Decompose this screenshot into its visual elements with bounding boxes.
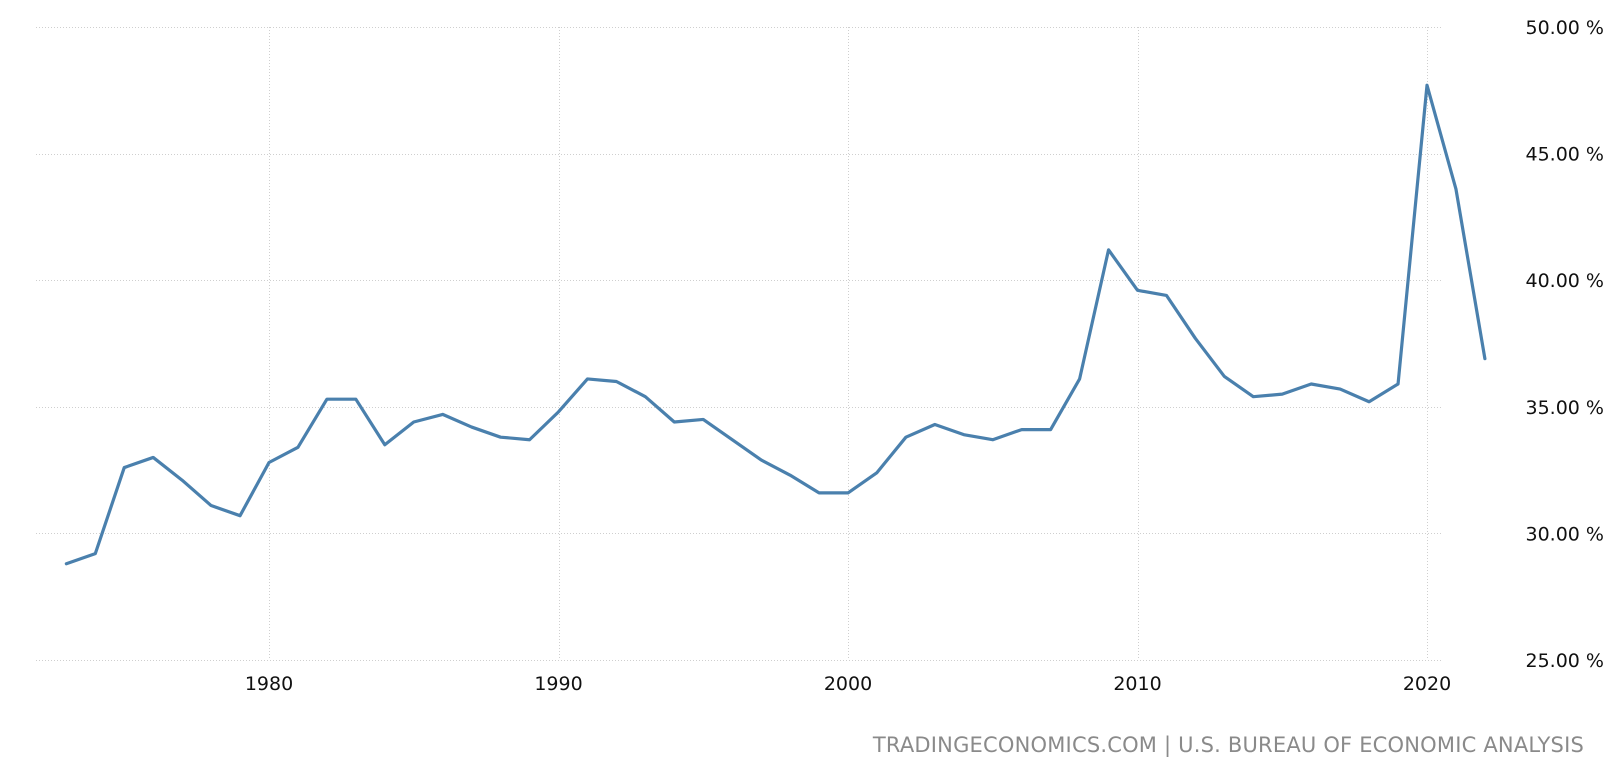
data-point [1397,383,1400,386]
x-tick-label: 1990 [534,673,582,695]
data-point [1194,337,1197,340]
data-point [1483,357,1486,360]
data-point [615,380,618,383]
y-tick-label: 40.00 % [1526,270,1605,292]
data-point [962,433,965,436]
x-tick-label: 2020 [1403,673,1451,695]
chart-series [64,83,1487,566]
data-point [875,471,878,474]
data-point [644,395,647,398]
y-tick-label: 35.00 % [1526,397,1605,419]
data-point [325,398,328,401]
data-point [152,456,155,459]
data-point [1107,248,1110,251]
y-tick-label: 45.00 % [1526,144,1605,166]
data-point [933,423,936,426]
data-point [1426,84,1429,87]
y-tick-label: 50.00 % [1526,17,1605,39]
chart-tick-labels: 25.00 % 30.00 % 35.00 % 40.00 % 45.00 % 50.00… [245,17,1604,695]
data-point [1310,383,1313,386]
data-point [1136,289,1139,292]
y-tick-label: 30.00 % [1526,523,1605,545]
data-point [760,458,763,461]
data-point [1223,375,1226,378]
data-point [1049,428,1052,431]
data-point [65,562,68,565]
data-point [296,446,299,449]
data-point [991,438,994,441]
data-point [470,426,473,429]
x-tick-label: 1980 [245,673,293,695]
data-point [1165,294,1168,297]
data-point [499,436,502,439]
data-point [1368,400,1371,403]
data-point [673,420,676,423]
data-point [94,552,97,555]
data-point [702,418,705,421]
data-point [412,420,415,423]
data-point [1252,395,1255,398]
data-point [1454,188,1457,191]
data-point [210,504,213,507]
data-point [557,410,560,413]
data-point [818,491,821,494]
data-point [181,479,184,482]
data-point [528,438,531,441]
data-point [1078,377,1081,380]
data-point [731,438,734,441]
series-line [64,83,1487,566]
x-tick-label: 2000 [824,673,872,695]
data-point [1339,388,1342,391]
data-point [383,443,386,446]
data-point [268,461,271,464]
data-point [239,514,242,517]
data-point [586,377,589,380]
chart-gridlines [36,27,1442,661]
data-point [1020,428,1023,431]
x-tick-label: 2010 [1113,673,1161,695]
data-point [847,491,850,494]
y-tick-label: 25.00 % [1526,650,1605,672]
data-point [123,466,126,469]
data-point [441,413,444,416]
data-point [904,436,907,439]
data-point [1281,393,1284,396]
chart-source: TRADINGECONOMICS.COM | U.S. BUREAU OF EC… [872,733,1584,757]
data-point [354,398,357,401]
data-point [789,474,792,477]
